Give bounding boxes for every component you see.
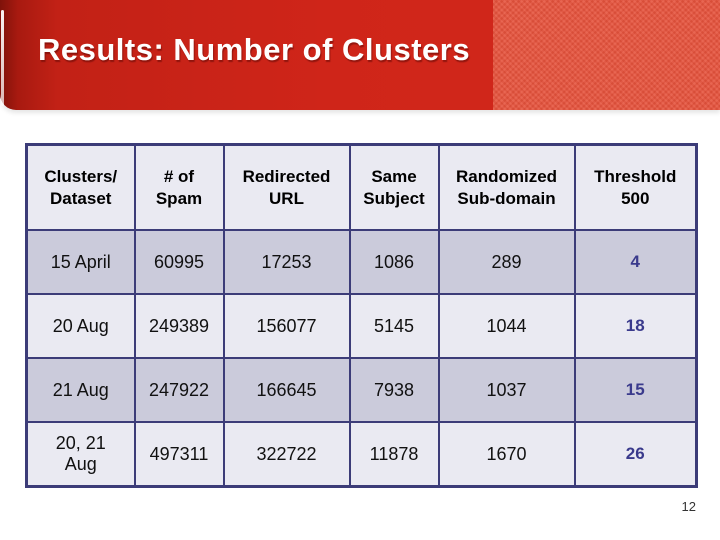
cell-redirected-url: 166645 [222,357,351,423]
band-texture [493,0,720,110]
col-header-randomized-subdomain: Randomized Sub-domain [437,143,576,231]
col-header-num-spam: # of Spam [133,143,225,231]
cell-threshold: 18 [573,293,698,359]
cell-same-subject: 11878 [348,421,440,488]
table-row-20-aug: 20 Aug 249389 156077 5145 1044 18 [25,293,698,359]
table-row-15-april: 15 April 60995 17253 1086 289 4 [25,229,698,295]
cell-dataset: 20, 21 Aug [25,421,136,488]
cell-same-subject: 1086 [348,229,440,295]
cell-same-subject: 7938 [348,357,440,423]
col-header-threshold-500: Threshold 500 [573,143,698,231]
cell-dataset: 21 Aug [25,357,136,423]
cell-redirected-url: 156077 [222,293,351,359]
results-table: Clusters/ Dataset # of Spam Redirected U… [25,143,698,488]
cell-num-spam: 247922 [133,357,225,423]
slide-title: Results: Number of Clusters [38,32,471,67]
cell-redirected-url: 322722 [222,421,351,488]
cell-randomized-subdomain: 1037 [437,357,576,423]
cell-randomized-subdomain: 289 [437,229,576,295]
cell-dataset: 15 April [25,229,136,295]
cell-randomized-subdomain: 1044 [437,293,576,359]
cell-dataset: 20 Aug [25,293,136,359]
cell-threshold: 26 [573,421,698,488]
col-header-redirected-url: Redirected URL [222,143,351,231]
band-left-highlight [1,10,4,106]
cell-num-spam: 249389 [133,293,225,359]
title-band [0,0,720,110]
col-header-clusters-dataset: Clusters/ Dataset [25,143,136,231]
table-row-20-21-aug: 20, 21 Aug 497311 322722 11878 1670 26 [25,421,698,488]
cell-redirected-url: 17253 [222,229,351,295]
page-number: 12 [681,499,696,514]
table-header-row: Clusters/ Dataset # of Spam Redirected U… [25,143,698,231]
cell-num-spam: 497311 [133,421,225,488]
cell-num-spam: 60995 [133,229,225,295]
cell-threshold: 15 [573,357,698,423]
col-header-same-subject: Same Subject [348,143,440,231]
cell-threshold: 4 [573,229,698,295]
cell-randomized-subdomain: 1670 [437,421,576,488]
table-row-21-aug: 21 Aug 247922 166645 7938 1037 15 [25,357,698,423]
cell-same-subject: 5145 [348,293,440,359]
